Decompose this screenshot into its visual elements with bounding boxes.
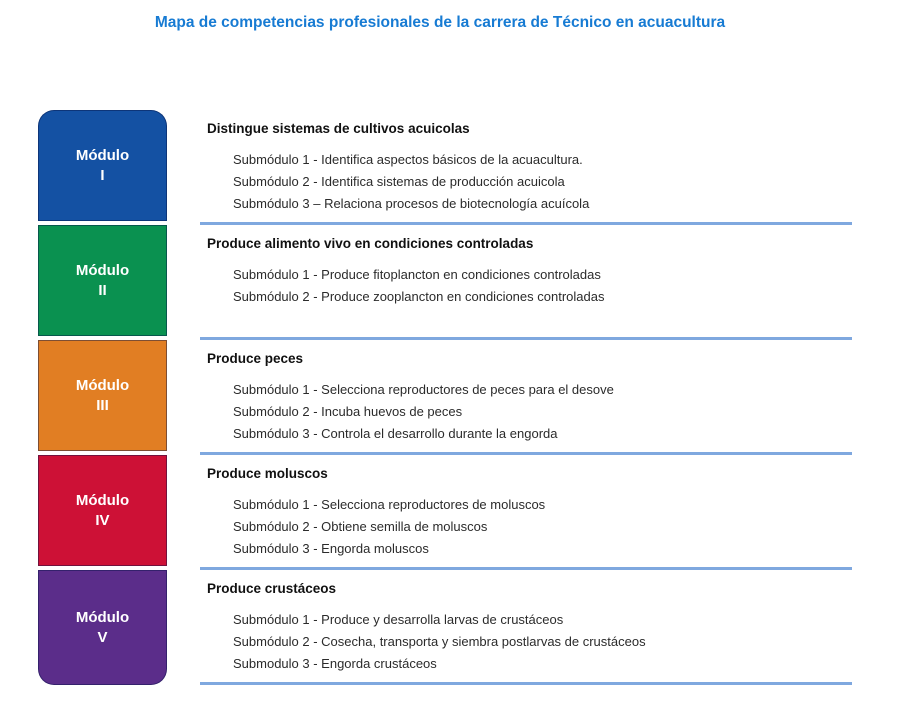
module-word: Módulo	[75, 261, 130, 279]
module-section-2: Produce alimento vivo en condiciones con…	[200, 225, 852, 340]
module-block-3: Módulo III	[38, 340, 167, 451]
competency-heading: Produce alimento vivo en condiciones con…	[207, 236, 534, 251]
submodule-list: Submódulo 1 - Identifica aspectos básico…	[207, 149, 852, 215]
submodule-item: Submódulo 2 - Produce zooplancton en con…	[233, 289, 605, 304]
module-block-label: Módulo IV	[76, 491, 129, 531]
module-word: Módulo	[75, 376, 130, 394]
module-row: Módulo I Distingue sistemas de cultivos …	[38, 110, 852, 225]
submodule-list: Submódulo 1 - Selecciona reproductores d…	[207, 379, 852, 445]
submodule-item: Submódulo 3 – Relaciona procesos de biot…	[233, 196, 590, 211]
module-section-5: Produce crustáceos Submódulo 1 - Produce…	[200, 570, 852, 685]
submodule-list: Submódulo 1 - Produce fitoplancton en co…	[207, 264, 852, 308]
module-numeral: V	[97, 628, 108, 646]
module-block-2: Módulo II	[38, 225, 167, 336]
module-numeral: III	[96, 396, 109, 414]
module-numeral: II	[98, 281, 107, 299]
module-block-1: Módulo I	[38, 110, 167, 221]
submodule-item: Submódulo 1 - Produce fitoplancton en co…	[233, 267, 601, 282]
module-block-label: Módulo V	[76, 608, 129, 648]
module-row: Módulo V Produce crustáceos Submódulo 1 …	[38, 570, 852, 685]
module-word: Módulo	[75, 491, 130, 509]
competency-heading: Produce moluscos	[207, 466, 328, 481]
submodule-list: Submódulo 1 - Produce y desarrolla larva…	[207, 609, 852, 675]
submodule-item: Submódulo 1 - Selecciona reproductores d…	[233, 382, 614, 397]
module-word: Módulo	[75, 608, 130, 626]
submodule-item: Submódulo 1 - Identifica aspectos básico…	[233, 152, 583, 167]
page-title: Mapa de competencias profesionales de la…	[154, 14, 726, 31]
module-block-label: Módulo II	[76, 261, 129, 301]
module-section-3: Produce peces Submódulo 1 - Selecciona r…	[200, 340, 852, 455]
competency-heading: Produce crustáceos	[207, 581, 337, 596]
submodule-item: Submódulo 1 - Produce y desarrolla larva…	[233, 612, 564, 627]
module-numeral: I	[100, 166, 105, 184]
submodule-list: Submódulo 1 - Selecciona reproductores d…	[207, 494, 852, 560]
competency-map: Módulo I Distingue sistemas de cultivos …	[38, 110, 852, 685]
module-block-label: Módulo I	[76, 146, 129, 186]
module-row: Módulo IV Produce moluscos Submódulo 1 -…	[38, 455, 852, 570]
submodule-item: Submódulo 3 - Controla el desarrollo dur…	[233, 426, 558, 441]
module-block-4: Módulo IV	[38, 455, 167, 566]
submodule-item: Submódulo 2 - Cosecha, transporta y siem…	[233, 634, 646, 649]
module-section-4: Produce moluscos Submódulo 1 - Seleccion…	[200, 455, 852, 570]
module-block-label: Módulo III	[76, 376, 129, 416]
submodule-item: Submódulo 2 - Incuba huevos de peces	[233, 404, 463, 419]
competency-heading: Produce peces	[207, 351, 304, 366]
submodule-item: Submodulo 3 - Engorda crustáceos	[233, 656, 437, 671]
module-block-5: Módulo V	[38, 570, 167, 685]
submodule-item: Submódulo 2 - Obtiene semilla de molusco…	[233, 519, 488, 534]
submodule-item: Submódulo 1 - Selecciona reproductores d…	[233, 497, 546, 512]
module-row: Módulo III Produce peces Submódulo 1 - S…	[38, 340, 852, 455]
competency-heading: Distingue sistemas de cultivos acuicolas	[207, 121, 470, 136]
submodule-item: Submódulo 3 - Engorda moluscos	[233, 541, 429, 556]
submodule-item: Submódulo 2 - Identifica sistemas de pro…	[233, 174, 565, 189]
module-section-1: Distingue sistemas de cultivos acuicolas…	[200, 110, 852, 225]
module-numeral: IV	[95, 511, 110, 529]
module-row: Módulo II Produce alimento vivo en condi…	[38, 225, 852, 340]
module-word: Módulo	[75, 146, 130, 164]
